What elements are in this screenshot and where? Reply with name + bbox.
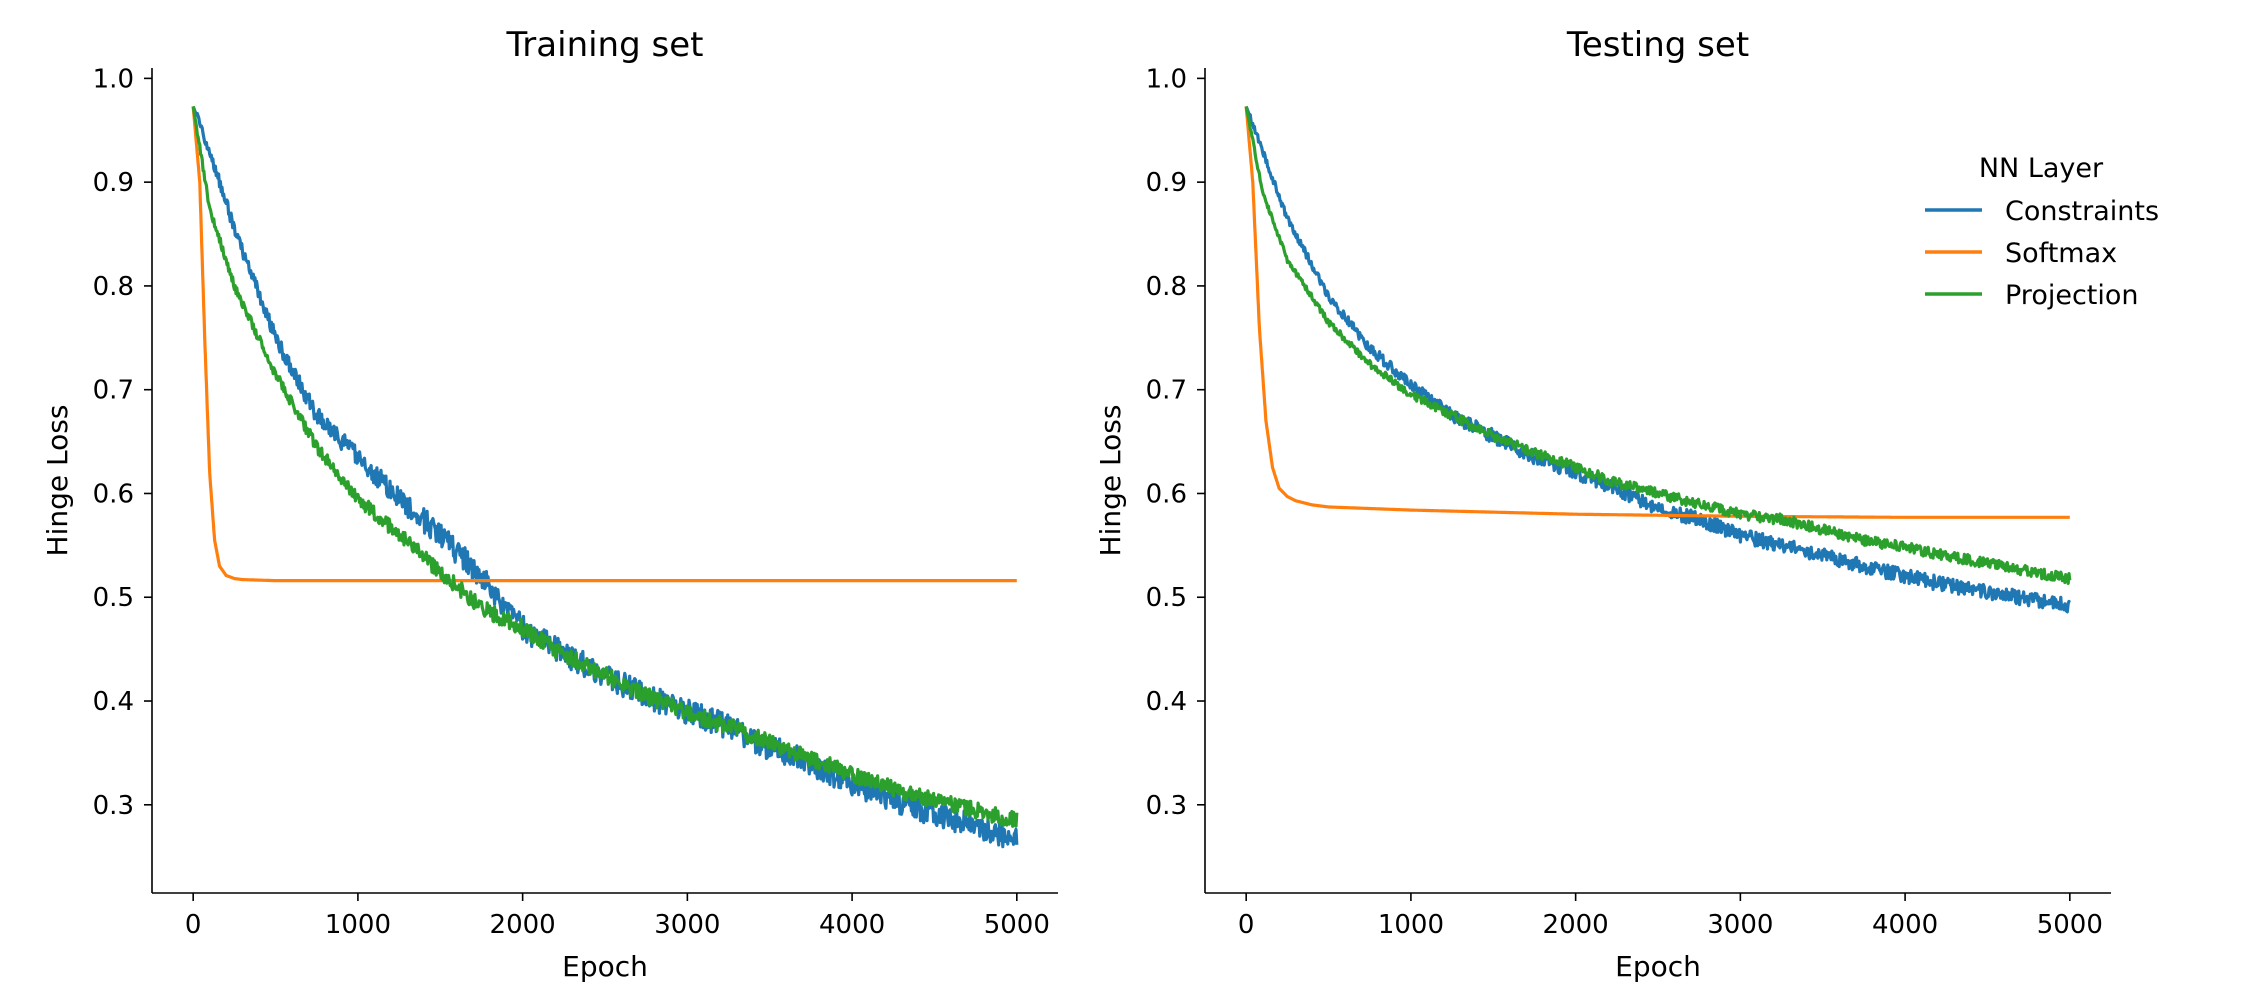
x-tick-label: 5000 — [984, 910, 1050, 940]
series-line-projection — [191, 106, 1019, 828]
y-tick-label: 0.5 — [93, 583, 134, 613]
series-line-constraints — [1244, 105, 2071, 614]
series-line-constraints — [191, 105, 1019, 849]
chart-panel-1: 0 1000 2000 3000 4000 5000 0.3 0.4 0.5 0.6 0.7 0.8 0… — [41, 25, 1058, 983]
x-tick-label: 4000 — [1872, 910, 1938, 940]
y-tick-label: 0.7 — [93, 376, 134, 406]
y-tick-label: 0.3 — [93, 791, 134, 821]
chart-title: Testing set — [1566, 25, 1749, 65]
x-axis-label: Epoch — [562, 950, 648, 983]
y-tick-label: 0.4 — [93, 687, 134, 717]
chart-title: Training set — [506, 25, 704, 65]
x-tick-label: 3000 — [1707, 910, 1773, 940]
series-line-softmax — [1244, 106, 2072, 519]
x-tick-label: 3000 — [654, 910, 720, 940]
y-tick-label: 0.6 — [1146, 479, 1187, 509]
y-axis-label: Hinge Loss — [1094, 405, 1127, 557]
y-axis-label: Hinge Loss — [41, 405, 74, 557]
y-tick-label: 0.9 — [93, 168, 134, 198]
x-tick-label: 2000 — [490, 910, 556, 940]
y-tick-label: 0.8 — [93, 272, 134, 302]
x-axis-label: Epoch — [1615, 950, 1701, 983]
y-tick-label: 0.6 — [93, 479, 134, 509]
y-tick-label: 0.8 — [1146, 272, 1187, 302]
y-tick-label: 1.0 — [1146, 64, 1187, 94]
x-tick-label: 1000 — [325, 910, 391, 940]
x-tick-label: 1000 — [1378, 910, 1444, 940]
y-tick-label: 1.0 — [93, 64, 134, 94]
legend-title: NN Layer — [1979, 153, 2104, 184]
x-tick-label: 5000 — [2037, 910, 2103, 940]
series-line-projection — [1244, 106, 2072, 586]
chart-panel-2: 0 1000 2000 3000 4000 5000 0.3 0.4 0.5 0.6 0.7 0.8 0… — [1094, 25, 2159, 983]
y-tick-label: 0.7 — [1146, 376, 1187, 406]
x-tick-label: 0 — [1238, 910, 1255, 940]
x-tick-label: 0 — [185, 910, 202, 940]
legend-label-constraints: Constraints — [2005, 196, 2159, 227]
x-tick-label: 4000 — [819, 910, 885, 940]
legend-label-softmax: Softmax — [2005, 238, 2117, 269]
legend: NN Layer Constraints Softmax Projection — [1925, 153, 2159, 311]
y-tick-label: 0.5 — [1146, 583, 1187, 613]
y-tick-label: 0.4 — [1146, 687, 1187, 717]
legend-label-projection: Projection — [2005, 280, 2139, 311]
y-tick-label: 0.9 — [1146, 168, 1187, 198]
series-line-softmax — [191, 106, 1019, 583]
x-tick-label: 2000 — [1543, 910, 1609, 940]
y-tick-label: 0.3 — [1146, 791, 1187, 821]
